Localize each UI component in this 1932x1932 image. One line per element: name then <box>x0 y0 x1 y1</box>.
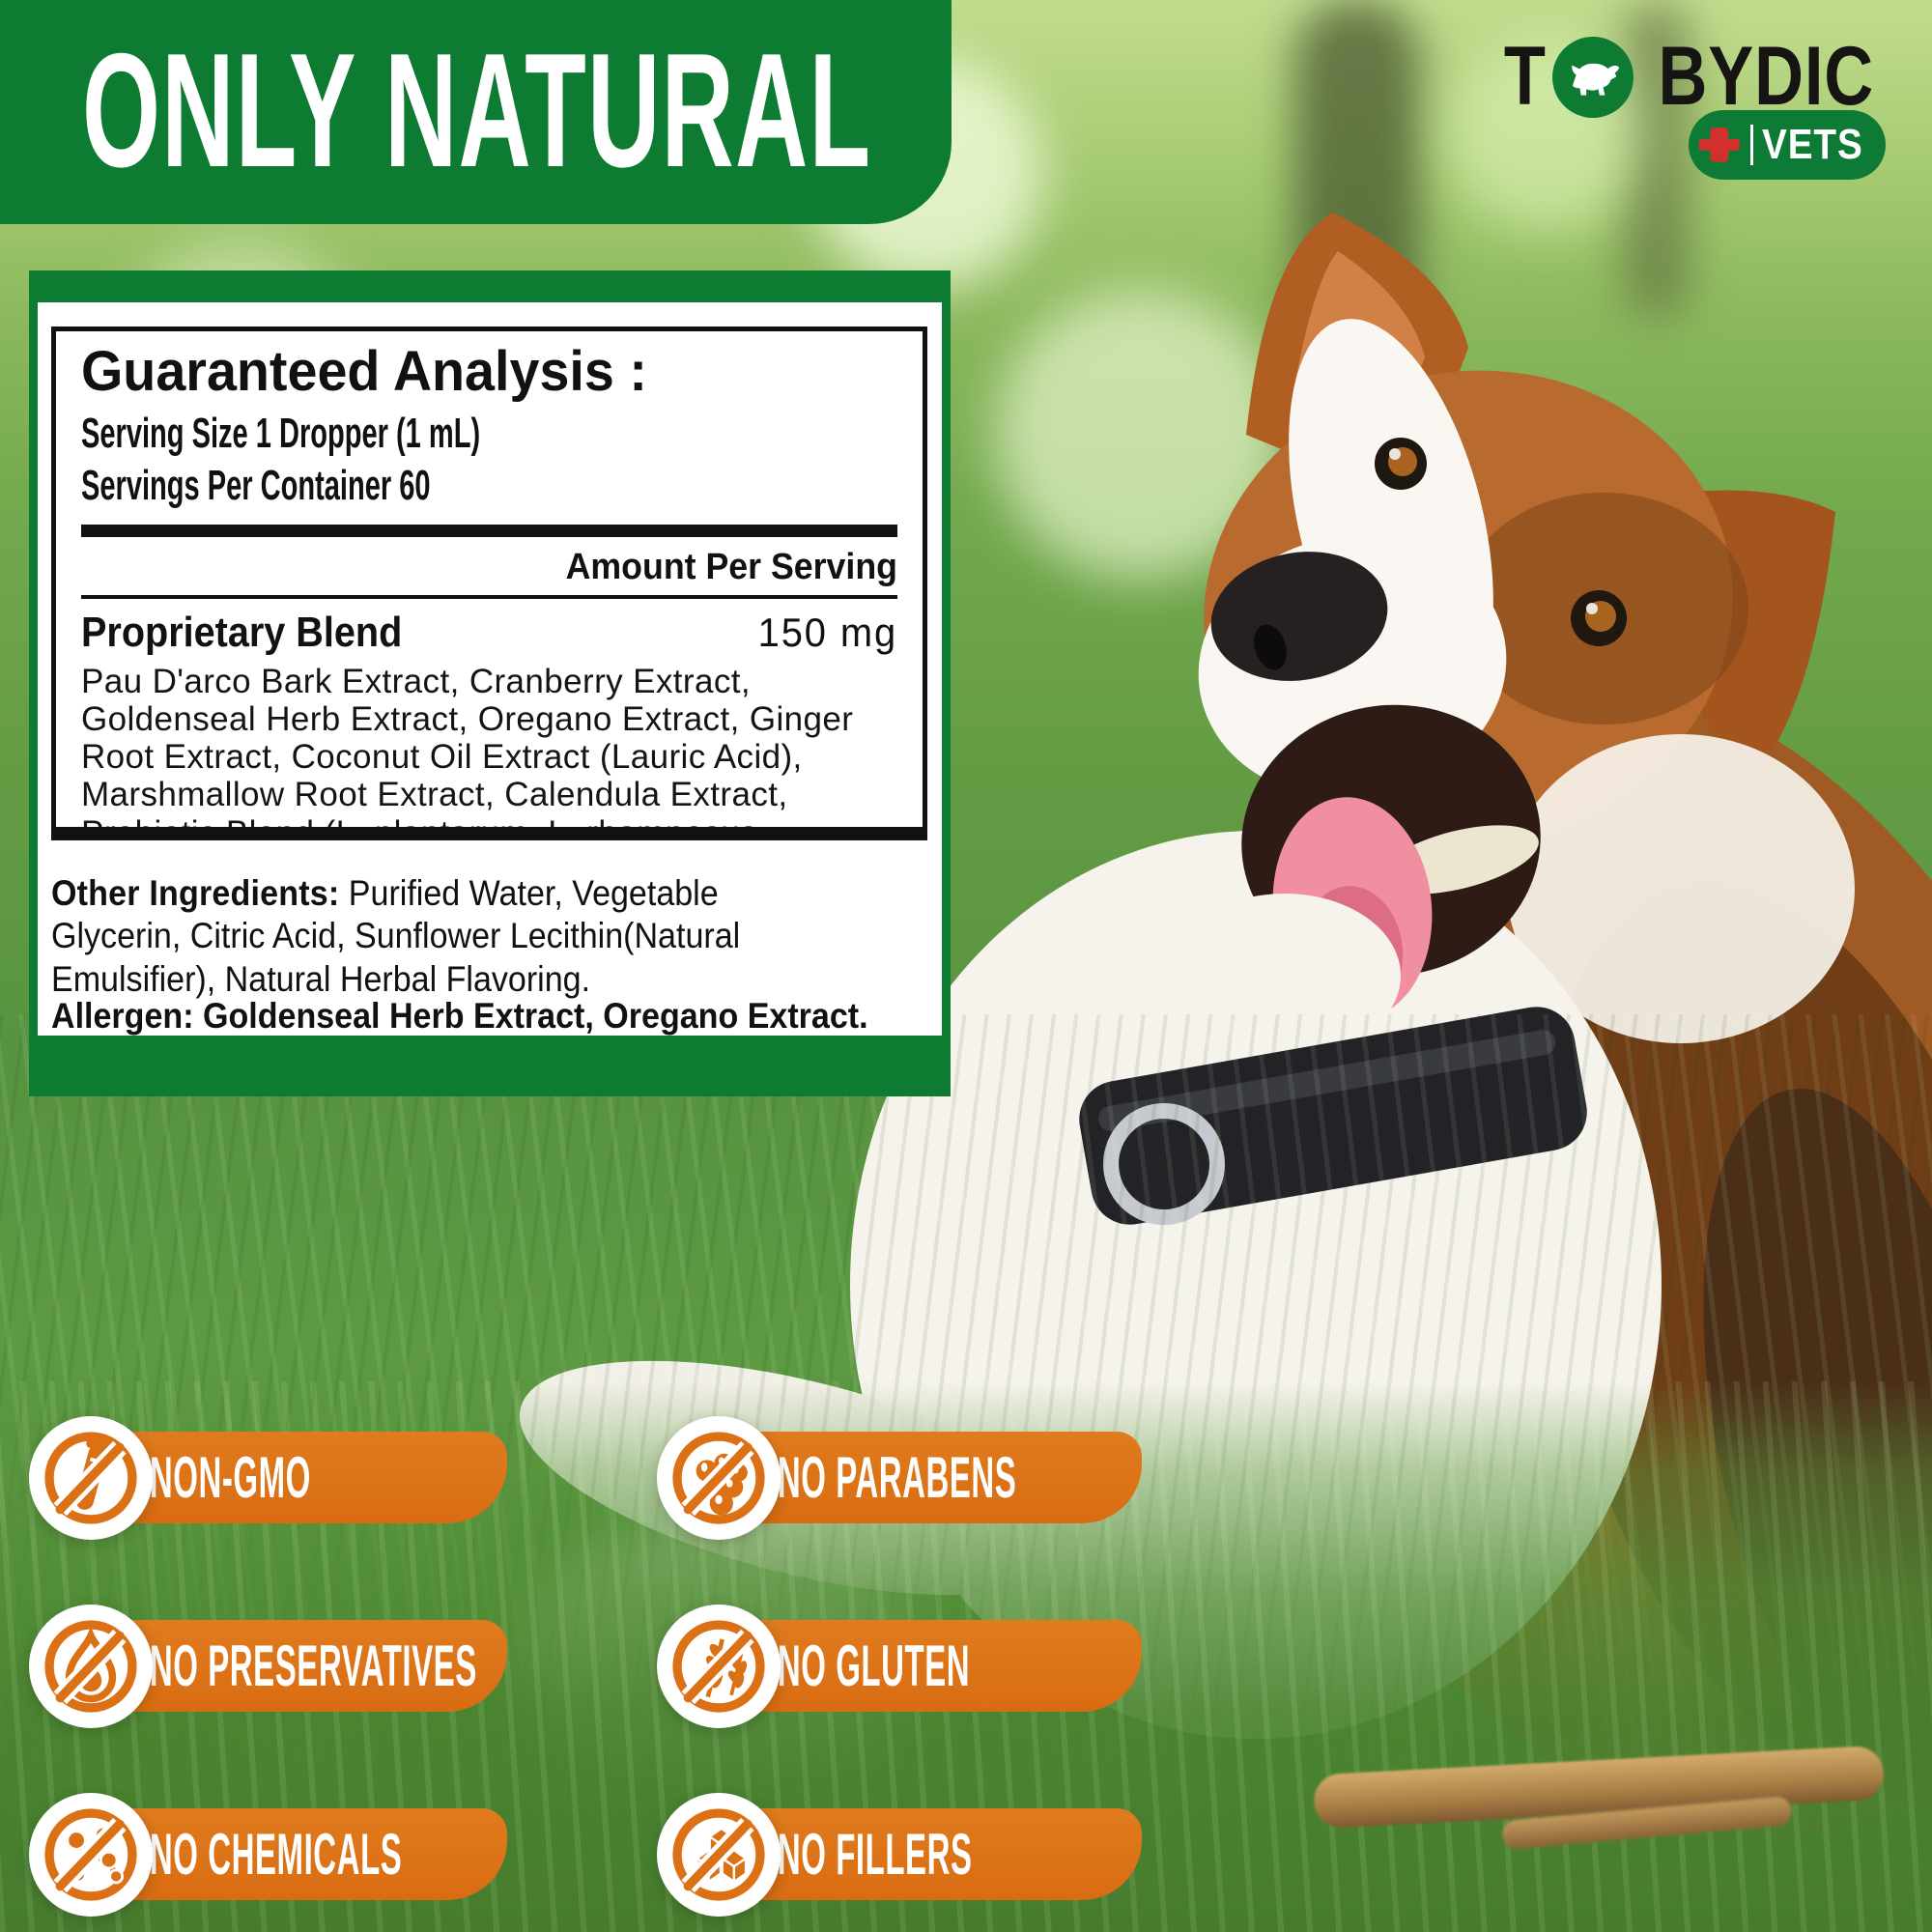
label-sheet: Guaranteed Analysis : Serving Size 1 Dro… <box>38 302 942 1036</box>
servings-per-container: Servings Per Container 60 <box>81 461 431 509</box>
vets-label: VETS <box>1762 121 1863 168</box>
guaranteed-analysis-box: Guaranteed Analysis : Serving Size 1 Dro… <box>51 327 927 840</box>
molecule-icon <box>29 1793 153 1917</box>
brand-name: T BYDIC <box>1503 30 1874 123</box>
allergen-note: Allergen: Goldenseal Herb Extract, Orega… <box>51 996 868 1036</box>
serving-size: Serving Size 1 Dropper (1 mL) <box>81 410 481 457</box>
divider <box>1750 125 1754 165</box>
other-ingredients: Other Ingredients: Purified Water, Veget… <box>51 872 851 1001</box>
dog-silhouette-icon <box>1551 36 1634 118</box>
proprietary-blend-row: Proprietary Blend 150 mg <box>81 609 897 657</box>
thin-divider <box>81 594 897 599</box>
other-ingredients-text: Purified Water, Vegetable Glycerin, Citr… <box>51 873 741 999</box>
title-banner: ONLY NATURAL <box>0 0 952 224</box>
thick-divider <box>81 525 897 538</box>
badge-label: NO CHEMICALS <box>149 1822 403 1887</box>
sugar-cubes-icon <box>657 1793 781 1917</box>
badge-label: NO FILLERS <box>777 1822 973 1887</box>
blend-amount: 150 mg <box>757 609 897 655</box>
test-tube-icon <box>29 1416 153 1540</box>
badge-label: NO GLUTEN <box>777 1634 971 1698</box>
other-ingredients-label: Other Ingredients: <box>51 873 340 913</box>
medical-cross-icon <box>1697 123 1742 167</box>
blend-ingredients: Pau D'arco Bark Extract, Cranberry Extra… <box>81 662 854 840</box>
berries-icon <box>657 1416 781 1540</box>
vets-badge: VETS <box>1689 110 1886 180</box>
guaranteed-analysis-panel: Guaranteed Analysis : Serving Size 1 Dro… <box>29 270 951 1096</box>
brand-logo: T BYDIC VETS <box>1499 29 1895 180</box>
droplet-icon <box>29 1605 153 1728</box>
blend-name: Proprietary Blend <box>81 608 403 656</box>
badge-label: NO PRESERVATIVES <box>149 1634 477 1698</box>
amount-per-serving-header: Amount Per Serving <box>565 547 897 588</box>
badge-label: NON-GMO <box>149 1445 311 1510</box>
page-title: ONLY NATURAL <box>82 19 872 201</box>
wheat-icon <box>657 1605 781 1728</box>
badge-label: NO PARABENS <box>777 1445 1017 1510</box>
ga-title: Guaranteed Analysis : <box>81 340 647 403</box>
